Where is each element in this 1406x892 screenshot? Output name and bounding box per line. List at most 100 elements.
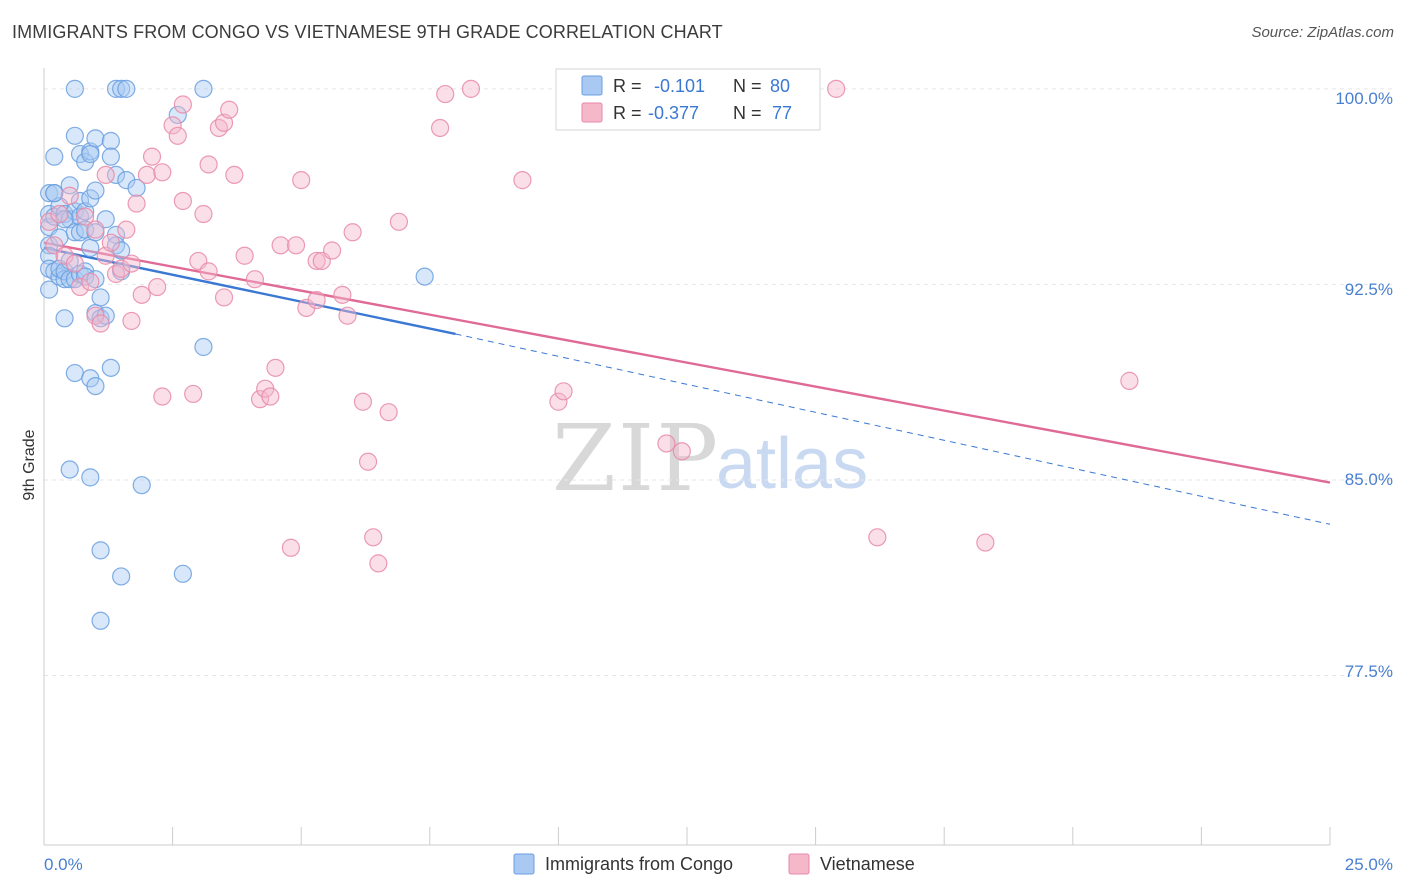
data-point	[148, 277, 167, 297]
source-credit: Source: ZipAtlas.com	[1251, 24, 1394, 41]
data-point	[343, 223, 362, 242]
data-point	[461, 79, 481, 98]
data-point	[322, 241, 342, 260]
data-point	[76, 220, 95, 239]
data-point	[81, 144, 100, 164]
legend: Immigrants from Congo Vietnamese	[513, 853, 915, 875]
data-point	[286, 236, 306, 255]
trend-line-vietnamese	[43, 241, 1331, 484]
data-point	[657, 434, 676, 453]
data-point	[235, 246, 254, 265]
trend-lines	[43, 241, 1331, 525]
stats-r-label-congo: R =	[613, 76, 642, 96]
y-tick-label-77-5: 77.5%	[1345, 662, 1393, 681]
legend-swatch-vietnamese	[788, 853, 810, 875]
data-point	[101, 358, 120, 377]
data-point	[55, 204, 74, 224]
data-point	[292, 171, 311, 190]
data-point	[65, 254, 84, 273]
stats-box: R = -0.101 N = 80 R = -0.377 N = 77	[555, 68, 821, 131]
data-point	[101, 147, 120, 166]
data-point	[91, 314, 110, 333]
data-point	[1120, 371, 1139, 390]
data-point	[214, 288, 234, 307]
data-point	[364, 528, 383, 547]
data-point	[513, 171, 532, 190]
data-point	[173, 564, 192, 583]
legend-label-congo: Immigrants from Congo	[545, 854, 733, 874]
stats-n-value-vietnamese: 77	[772, 103, 792, 123]
data-point	[194, 79, 213, 98]
data-point	[76, 267, 95, 286]
data-point	[65, 126, 84, 145]
data-point	[173, 191, 192, 211]
data-points	[40, 79, 1139, 630]
watermark-atlas: atlas	[716, 424, 868, 504]
data-point	[225, 165, 244, 185]
data-point	[153, 387, 172, 406]
data-point	[168, 126, 187, 145]
data-point	[91, 541, 110, 560]
data-point	[307, 251, 326, 271]
data-point	[281, 538, 301, 557]
stats-n-value-congo: 80	[770, 76, 790, 96]
data-point	[86, 129, 105, 148]
stats-swatch-vietnamese	[581, 102, 603, 123]
data-point	[163, 116, 182, 135]
data-point	[117, 220, 136, 239]
data-point	[122, 254, 141, 273]
data-point	[554, 382, 573, 401]
data-point	[76, 207, 95, 226]
data-point	[91, 288, 110, 307]
data-point	[369, 554, 388, 573]
stats-r-label-vietnamese: R =	[613, 103, 642, 123]
y-tick-label-92-5: 92.5%	[1345, 280, 1393, 299]
data-point	[127, 194, 146, 213]
data-point	[112, 79, 131, 98]
data-point	[209, 118, 228, 138]
data-point	[868, 528, 887, 547]
data-point	[112, 259, 131, 278]
data-point	[199, 262, 218, 281]
data-point	[106, 165, 126, 185]
y-tick-label-85: 85.0%	[1345, 470, 1393, 489]
data-point	[168, 105, 187, 125]
data-point	[86, 181, 105, 200]
data-point	[127, 178, 146, 198]
series-vietnamese	[40, 79, 1139, 573]
data-point	[436, 84, 455, 104]
data-point	[96, 165, 115, 185]
data-point	[184, 384, 203, 404]
y-tick-label-100: 100.0%	[1335, 89, 1393, 108]
data-point	[261, 387, 280, 406]
data-point	[245, 270, 265, 289]
data-point	[45, 184, 64, 203]
data-point	[338, 306, 357, 325]
data-point	[112, 567, 131, 586]
data-point	[122, 311, 141, 331]
data-point	[91, 309, 110, 328]
data-point	[271, 236, 290, 255]
data-point	[65, 363, 84, 383]
data-point	[307, 290, 326, 310]
series-congo	[40, 79, 434, 630]
data-point	[40, 280, 59, 299]
data-point	[137, 165, 156, 185]
data-point	[353, 392, 373, 411]
data-point	[173, 95, 192, 114]
data-point	[976, 533, 995, 552]
data-point	[333, 285, 352, 304]
legend-swatch-congo	[513, 853, 535, 875]
data-point	[220, 100, 239, 119]
data-point	[199, 155, 218, 174]
data-point	[60, 186, 79, 205]
y-axis-title: 9th Grade	[21, 429, 38, 500]
data-point	[55, 210, 74, 229]
watermark: ZIP atlas	[552, 405, 868, 512]
data-point	[101, 233, 120, 252]
stats-swatch-congo	[581, 75, 603, 96]
x-tick-label-min: 0.0%	[44, 855, 83, 874]
data-point	[415, 267, 434, 286]
data-point	[60, 460, 79, 479]
data-point	[142, 147, 162, 166]
